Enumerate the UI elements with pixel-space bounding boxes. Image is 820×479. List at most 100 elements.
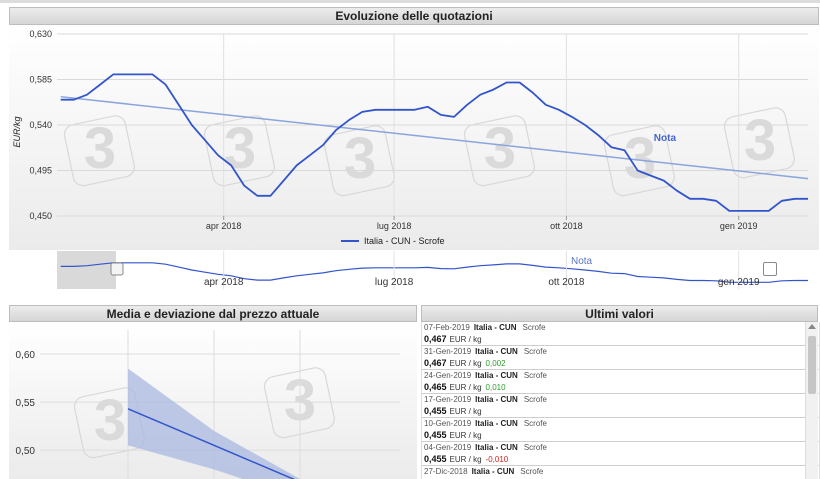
row-date: 27-Dic-2018 <box>424 467 468 476</box>
top-border <box>0 0 820 3</box>
row-delta: 0,002 <box>485 359 506 368</box>
scroll-up-arrow-icon[interactable] <box>808 324 816 329</box>
row-market: Italia - CUN <box>475 347 518 356</box>
watermark-glyph: 3 <box>94 388 126 453</box>
y-tick-label: 0,450 <box>29 211 52 221</box>
latest-value-row[interactable]: 17-Gen-2019 Italia - CUN Scrofe 0,455 EUR / … <box>422 394 819 418</box>
latest-value-row[interactable]: 31-Gen-2019 Italia - CUN Scrofe 0,467 EUR / … <box>422 346 819 370</box>
annotation-note: Nota <box>654 133 677 144</box>
y-tick-label: 0,585 <box>29 75 52 85</box>
row-values: 0,467 EUR / kg 0,002 <box>424 357 819 369</box>
row-values: 0,455 EUR / kg -0,010 <box>424 453 819 465</box>
legend-series-label: Italia - CUN - Scrofe <box>364 236 445 246</box>
main-chart-x-ticks: apr 2018 lug 2018 ott 2018 gen 2019 <box>206 216 758 231</box>
row-category: Scrofe <box>523 443 547 452</box>
row-market: Italia - CUN <box>475 443 518 452</box>
main-chart-gridlines <box>57 33 808 217</box>
row-category: Scrofe <box>523 419 547 428</box>
x-tick-label: ott 2018 <box>550 221 583 231</box>
navigator-labels: apr 2018 lug 2018 ott 2018 gen 2019 <box>204 251 760 289</box>
latest-value-row[interactable]: 04-Gen-2019 Italia - CUN Scrofe 0,455 EUR / … <box>422 442 819 466</box>
navigator-selected-range[interactable] <box>57 251 116 289</box>
row-market: Italia - CUN <box>471 467 515 476</box>
latest-values-title: Ultimi valori <box>421 305 818 322</box>
watermark-badge <box>603 125 675 197</box>
x-tick-label: lug 2018 <box>377 221 412 231</box>
row-price: 0,455 <box>424 454 447 464</box>
row-header: 04-Gen-2019 Italia - CUN Scrofe <box>424 442 819 453</box>
row-price: 0,455 <box>424 406 447 416</box>
trend-line <box>60 95 809 180</box>
navigator-note-label: Nota <box>571 256 593 267</box>
watermark-badge <box>323 125 395 197</box>
latest-values-scrollbar[interactable] <box>805 322 818 479</box>
row-category: Scrofe <box>523 347 547 356</box>
y-tick-label: 0,50 <box>16 446 36 457</box>
row-market: Italia - CUN <box>473 323 517 332</box>
navigator-left-handle[interactable] <box>110 262 124 276</box>
row-date: 04-Gen-2019 <box>424 443 472 452</box>
latest-value-row[interactable]: 07-Feb-2019 Italia - CUN Scrofe 0,467 EUR / … <box>422 322 819 346</box>
watermark-glyph: 3 <box>744 108 776 173</box>
watermark-glyph: 3 <box>344 126 376 191</box>
row-header: 17-Gen-2019 Italia - CUN Scrofe <box>424 394 819 405</box>
row-unit: EUR / kg <box>449 383 482 392</box>
row-date: 24-Gen-2019 <box>424 371 472 380</box>
row-date: 10-Gen-2019 <box>424 419 472 428</box>
mean-line <box>127 408 296 479</box>
row-date: 07-Feb-2019 <box>424 323 470 332</box>
y-tick-label: 0,630 <box>29 29 52 39</box>
row-values: 0,467 EUR / kg <box>424 333 819 345</box>
row-header: 10-Gen-2019 Italia - CUN Scrofe <box>424 418 819 429</box>
row-delta: 0,010 <box>485 383 506 392</box>
watermark-badge <box>263 367 335 439</box>
watermark-glyph: 3 <box>484 116 516 181</box>
row-unit: EUR / kg <box>449 407 482 416</box>
latest-value-row[interactable]: 24-Gen-2019 Italia - CUN Scrofe 0,465 EUR / … <box>422 370 819 394</box>
row-price: 0,467 <box>424 358 447 368</box>
y-tick-label: 0,495 <box>29 166 52 176</box>
navigator-label: gen 2019 <box>718 277 760 288</box>
main-chart-background <box>9 26 819 250</box>
row-unit: EUR / kg <box>449 359 482 368</box>
watermark-badge <box>63 115 135 187</box>
row-unit: EUR / kg <box>449 455 482 464</box>
navigator-label: lug 2018 <box>375 277 414 288</box>
main-chart-title: Evoluzione delle quotazioni <box>9 7 819 25</box>
watermark-badge <box>463 115 535 187</box>
y-tick-label: 0,55 <box>16 398 36 409</box>
navigator-series <box>60 262 808 283</box>
deviation-chart-series <box>127 368 300 479</box>
x-tick-label: apr 2018 <box>206 221 242 231</box>
row-category: Scrofe <box>520 467 544 476</box>
latest-value-row[interactable]: 27-Dic-2018 Italia - CUN Scrofe <box>422 466 819 479</box>
row-category: Scrofe <box>523 395 547 404</box>
watermark-glyph: 3 <box>84 116 116 181</box>
main-chart-series: Nota <box>60 73 809 212</box>
latest-values-list[interactable]: 07-Feb-2019 Italia - CUN Scrofe 0,467 EUR / … <box>421 322 820 479</box>
row-unit: EUR / kg <box>449 335 482 344</box>
row-delta: -0,010 <box>485 455 509 464</box>
main-chart-y-axis-label: EUR/kg <box>12 116 22 147</box>
navigator-label: ott 2018 <box>548 277 585 288</box>
row-values: 0,455 EUR / kg <box>424 405 819 417</box>
scroll-thumb[interactable] <box>808 336 816 394</box>
x-tick-label: gen 2019 <box>720 221 758 231</box>
row-values: 0,465 EUR / kg 0,010 <box>424 381 819 393</box>
watermark-glyph: 3 <box>224 116 256 181</box>
watermark-badge <box>203 115 275 187</box>
row-header: 31-Gen-2019 Italia - CUN Scrofe <box>424 346 819 357</box>
main-chart-y-ticks: 0,630 0,585 0,540 0,495 0,450 <box>29 29 52 221</box>
navigator-label: apr 2018 <box>204 277 244 288</box>
row-values: 0,455 EUR / kg <box>424 429 819 441</box>
watermark-badge <box>723 107 795 179</box>
navigator-series-line <box>60 262 808 283</box>
row-price: 0,465 <box>424 382 447 392</box>
price-series-line <box>60 73 808 212</box>
row-market: Italia - CUN <box>475 371 518 380</box>
row-market: Italia - CUN <box>475 395 518 404</box>
navigator-right-checkbox[interactable] <box>763 262 777 276</box>
main-chart-legend[interactable]: Italia - CUN - Scrofe <box>341 236 445 246</box>
latest-value-row[interactable]: 10-Gen-2019 Italia - CUN Scrofe 0,455 EUR / … <box>422 418 819 442</box>
